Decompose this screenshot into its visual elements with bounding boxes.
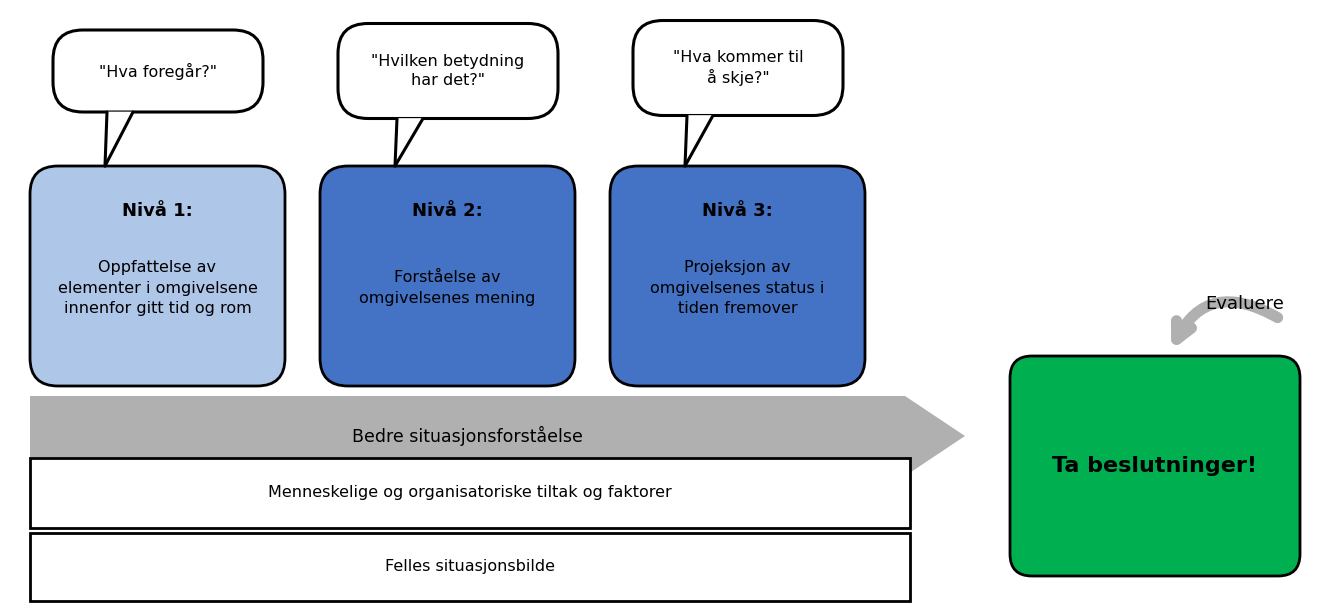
Polygon shape <box>395 119 423 166</box>
Text: "Hvilken betydning
har det?": "Hvilken betydning har det?" <box>372 54 525 88</box>
FancyBboxPatch shape <box>30 533 910 601</box>
Text: Felles situasjonsbilde: Felles situasjonsbilde <box>385 559 556 574</box>
FancyBboxPatch shape <box>338 24 558 119</box>
Polygon shape <box>684 116 713 166</box>
FancyArrowPatch shape <box>1177 302 1278 339</box>
Text: Evaluere: Evaluere <box>1205 295 1284 313</box>
FancyBboxPatch shape <box>52 30 263 112</box>
Text: Forståelse av
omgivelsenes mening: Forståelse av omgivelsenes mening <box>360 270 535 305</box>
Text: Projeksjon av
omgivelsenes status i
tiden fremover: Projeksjon av omgivelsenes status i tide… <box>651 260 825 316</box>
Text: "Hva kommer til
å skje?": "Hva kommer til å skje?" <box>672 50 804 86</box>
FancyBboxPatch shape <box>611 166 866 386</box>
FancyBboxPatch shape <box>633 21 843 116</box>
Polygon shape <box>30 396 965 476</box>
FancyBboxPatch shape <box>1011 356 1300 576</box>
Text: Bedre situasjonsforståelse: Bedre situasjonsforståelse <box>352 426 582 446</box>
Polygon shape <box>105 112 133 166</box>
Text: Ta beslutninger!: Ta beslutninger! <box>1052 456 1257 476</box>
Text: Nivå 3:: Nivå 3: <box>702 202 773 220</box>
Text: Nivå 1:: Nivå 1: <box>122 202 193 220</box>
FancyBboxPatch shape <box>319 166 574 386</box>
Text: Oppfattelse av
elementer i omgivelsene
innenfor gitt tid og rom: Oppfattelse av elementer i omgivelsene i… <box>58 260 258 316</box>
FancyBboxPatch shape <box>30 166 285 386</box>
Text: Menneskelige og organisatoriske tiltak og faktorer: Menneskelige og organisatoriske tiltak o… <box>268 485 672 501</box>
Text: Nivå 2:: Nivå 2: <box>412 202 483 220</box>
FancyBboxPatch shape <box>30 458 910 528</box>
Text: "Hva foregår?": "Hva foregår?" <box>99 62 217 79</box>
